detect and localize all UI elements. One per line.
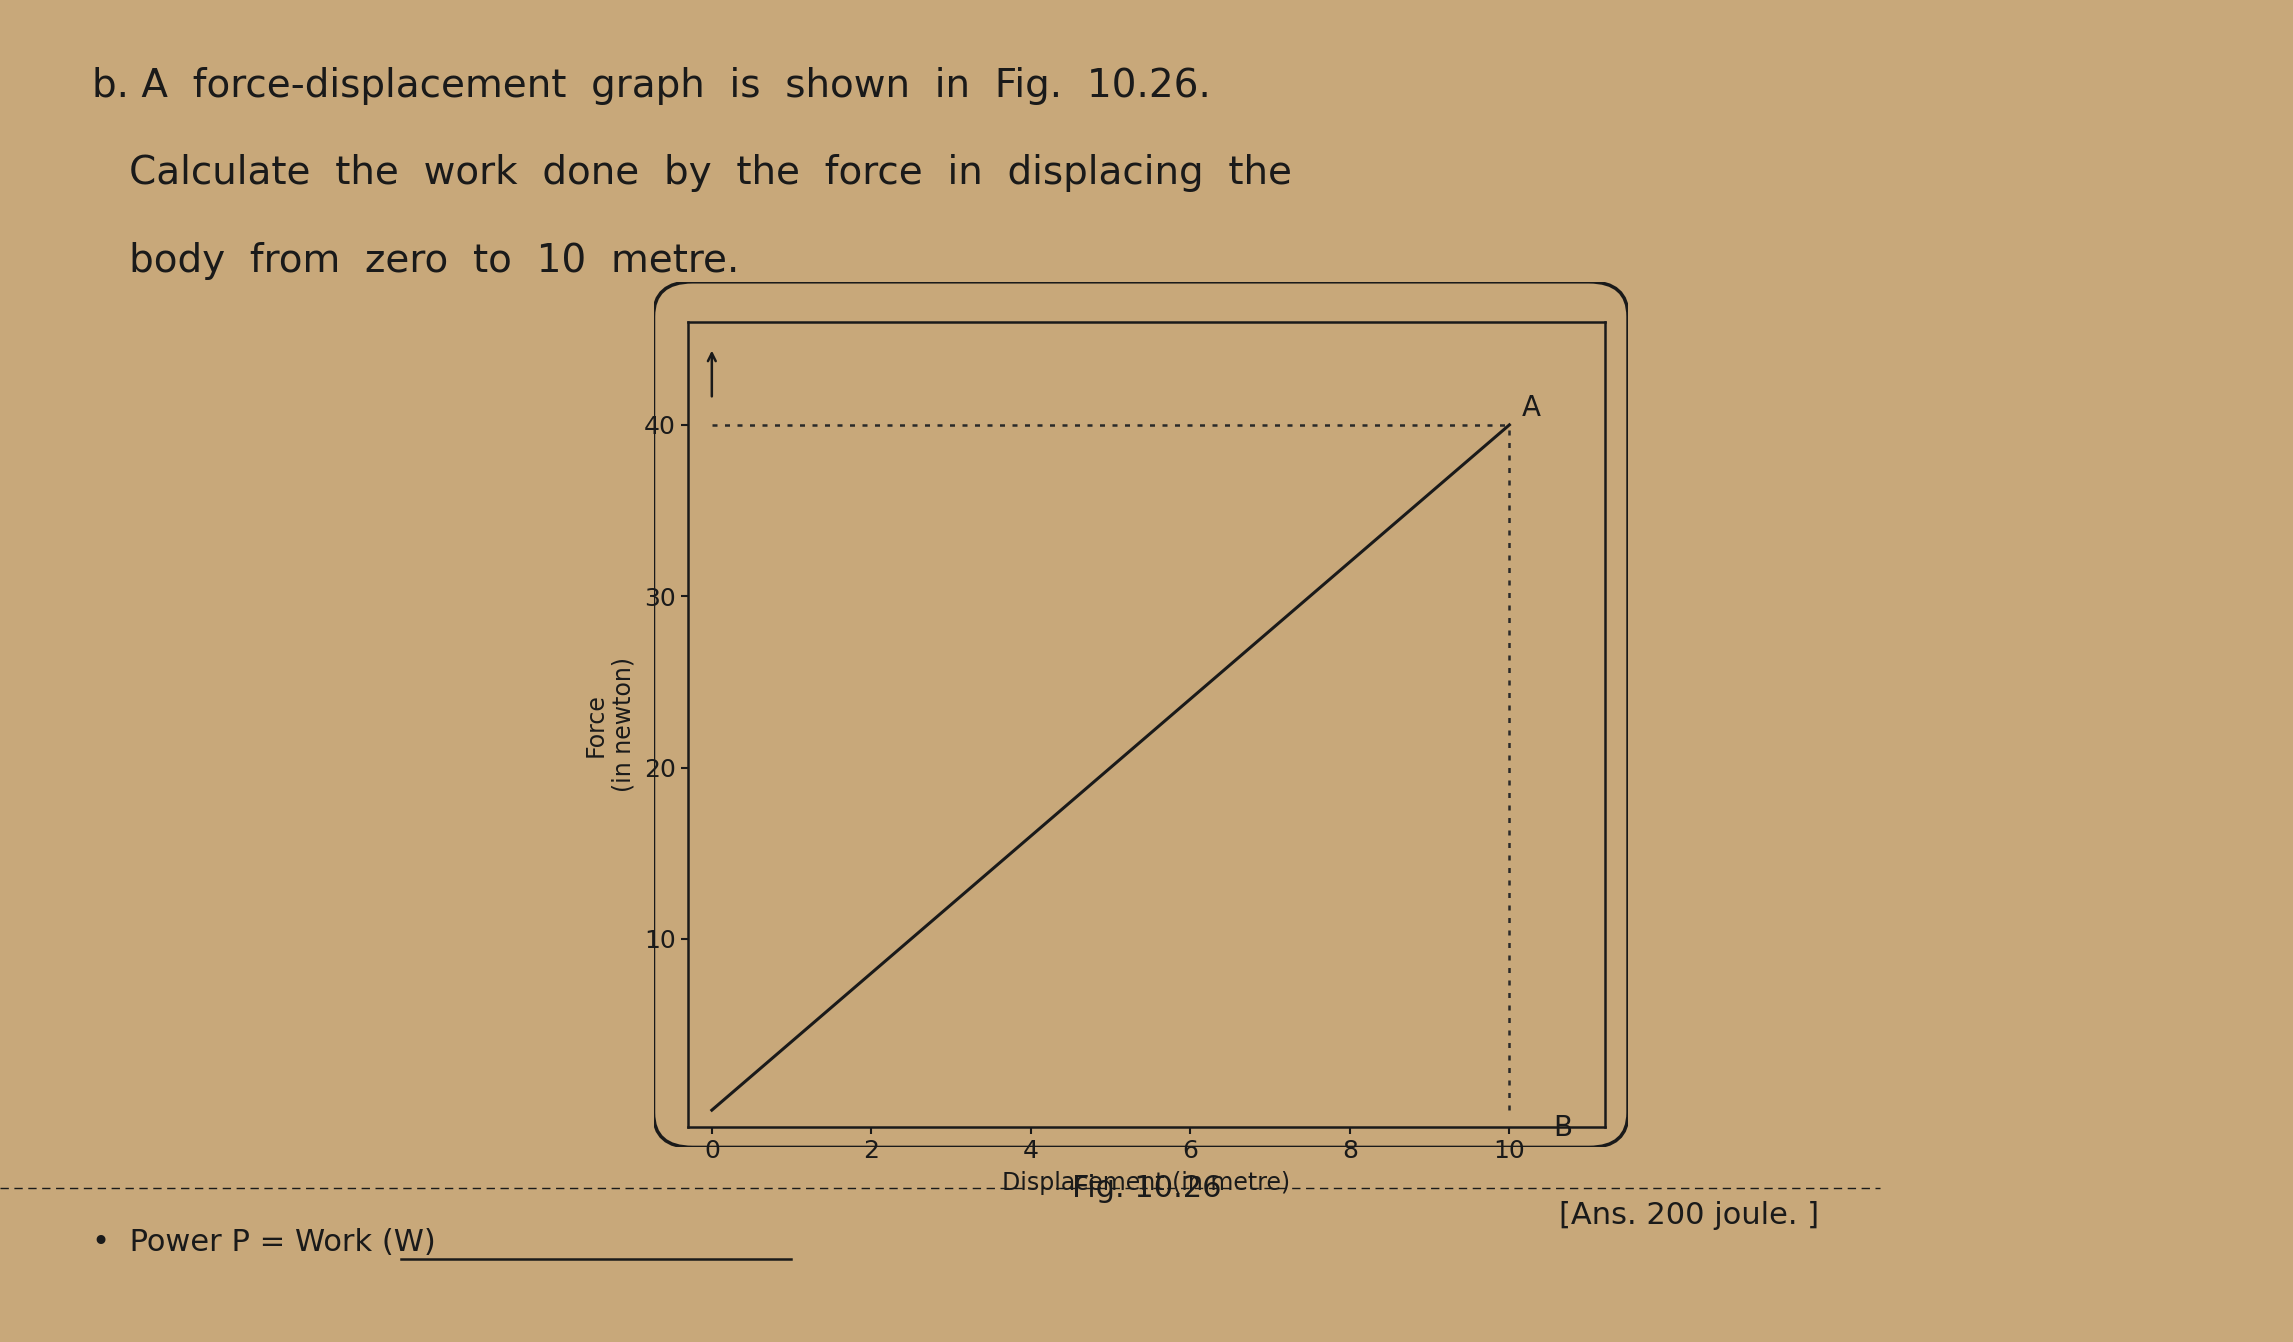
- Text: [Ans. 200 joule. ]: [Ans. 200 joule. ]: [1559, 1201, 1818, 1231]
- X-axis label: Displacement (in metre): Displacement (in metre): [1002, 1172, 1291, 1196]
- Text: b. A  force-displacement  graph  is  shown  in  Fig.  10.26.: b. A force-displacement graph is shown i…: [92, 67, 1211, 105]
- Text: Calculate  the  work  done  by  the  force  in  displacing  the: Calculate the work done by the force in …: [92, 154, 1291, 192]
- Y-axis label: Force
(in newton): Force (in newton): [585, 658, 635, 792]
- Text: A: A: [1520, 395, 1541, 423]
- Text: Fig. 10.26: Fig. 10.26: [1071, 1174, 1222, 1204]
- Text: body  from  zero  to  10  metre.: body from zero to 10 metre.: [92, 242, 738, 279]
- Text: B: B: [1552, 1114, 1573, 1142]
- Text: •  Power P = Work (W): • Power P = Work (W): [92, 1228, 436, 1257]
